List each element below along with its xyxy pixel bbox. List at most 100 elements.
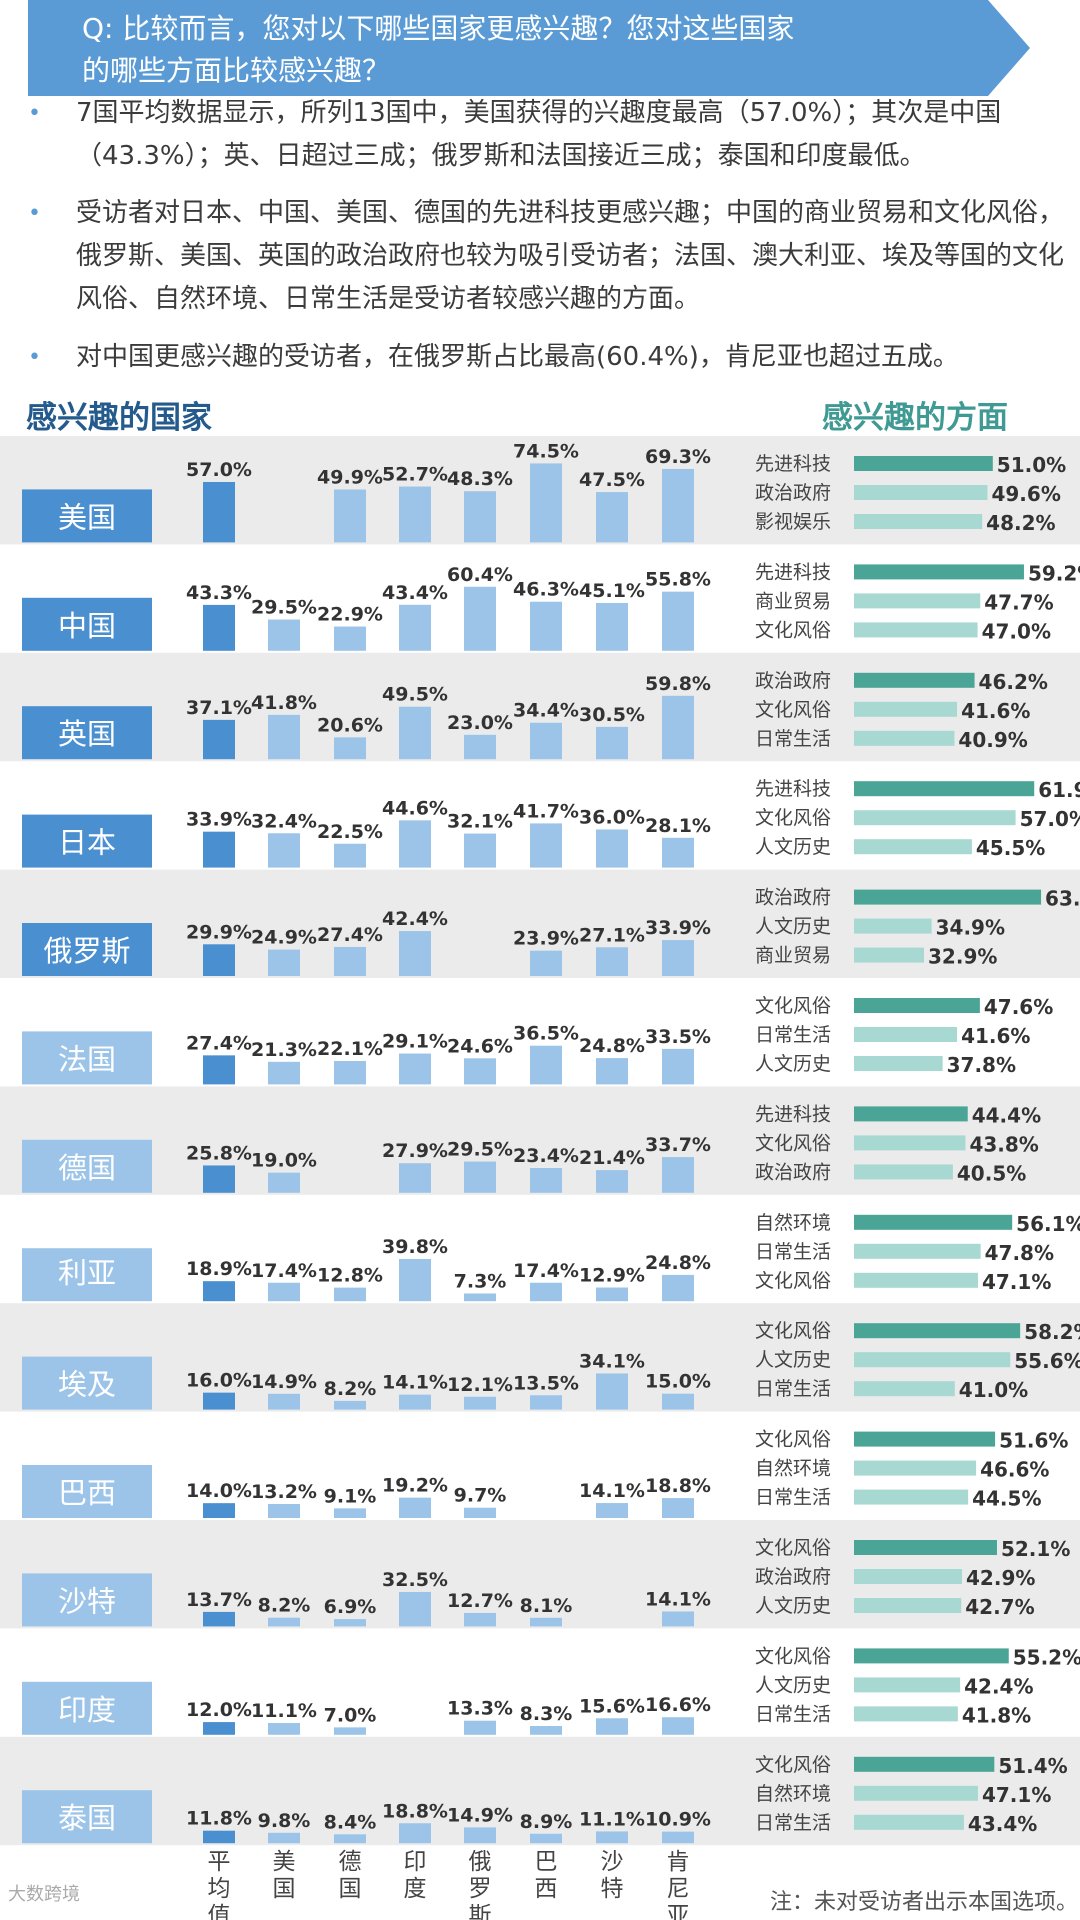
aspect-bar	[854, 839, 972, 855]
bar-value-label: 8.1%	[520, 1595, 573, 1617]
country-label-text: 德国	[58, 1151, 116, 1185]
bar-value-label: 14.9%	[447, 1804, 513, 1826]
x-axis-tick-label: 西	[535, 1876, 558, 1902]
x-axis-tick-label: 度	[404, 1876, 427, 1902]
aspect-value-label: 47.6%	[984, 995, 1053, 1019]
x-axis-tick-label: 肯	[667, 1849, 690, 1875]
bar	[268, 1832, 300, 1844]
aspect-bar	[854, 1677, 961, 1693]
bar	[464, 1827, 496, 1844]
aspect-value-label: 51.0%	[997, 453, 1066, 477]
bar-value-label: 22.9%	[317, 604, 383, 626]
bar-value-label: 11.1%	[579, 1808, 645, 1830]
bar	[530, 1726, 562, 1735]
bar-value-label: 74.5%	[513, 440, 579, 462]
bar-value-label: 32.1%	[447, 811, 513, 833]
aspect-value-label: 55.2%	[1013, 1645, 1080, 1669]
bar	[662, 837, 694, 868]
x-axis-tick-label: 斯	[469, 1903, 492, 1920]
aspect-value-label: 55.6%	[1014, 1349, 1080, 1373]
bullet-item-3: • 对中国更感兴趣的受访者，在俄罗斯占比最高(60.4%)，肯尼亚也超过五成。	[28, 336, 1068, 379]
bar	[203, 831, 235, 868]
aspect-bar	[854, 918, 932, 934]
x-axis-tick-label: 巴	[535, 1849, 558, 1875]
aspect-bar	[854, 593, 981, 609]
bar-value-label: 8.2%	[258, 1595, 311, 1617]
bar-value-label: 32.5%	[382, 1569, 448, 1591]
bar-value-label: 8.4%	[324, 1811, 377, 1833]
bar-value-label: 13.3%	[447, 1698, 513, 1720]
aspect-label: 人文历史	[755, 1674, 831, 1696]
aspect-bar	[854, 622, 978, 638]
bar	[596, 602, 628, 651]
bar-value-label: 18.8%	[382, 1800, 448, 1822]
bar-value-label: 48.3%	[447, 468, 513, 490]
bar-value-label: 41.7%	[513, 800, 579, 822]
bar-value-label: 23.4%	[513, 1145, 579, 1167]
bar	[268, 833, 300, 868]
x-axis-tick-label: 沙	[601, 1849, 624, 1875]
country-label-box	[22, 1356, 152, 1410]
bar	[334, 1834, 366, 1844]
aspect-bar	[854, 456, 993, 471]
bar	[464, 1612, 496, 1627]
aspect-label: 先进科技	[755, 561, 831, 583]
aspect-value-label: 45.5%	[976, 836, 1045, 860]
bar-value-label: 12.9%	[579, 1265, 645, 1287]
aspect-bar	[854, 1460, 977, 1476]
bar	[268, 1504, 300, 1518]
bar	[530, 1282, 562, 1302]
bar	[530, 1395, 562, 1410]
bar-value-label: 34.4%	[513, 700, 579, 722]
country-label-text: 英国	[58, 717, 116, 751]
bar	[334, 843, 366, 868]
country-label-box	[22, 1790, 152, 1844]
aspect-label: 日常生活	[755, 1241, 831, 1263]
bar-value-label: 29.1%	[382, 1031, 448, 1053]
bar-value-label: 8.3%	[520, 1703, 573, 1725]
bar	[268, 1061, 300, 1085]
x-axis-tick-label: 印	[404, 1849, 427, 1875]
bar	[399, 604, 431, 651]
aspect-bar	[854, 485, 988, 500]
bar-value-label: 11.1%	[251, 1700, 317, 1722]
aspect-label: 文化风俗	[755, 995, 831, 1017]
bar-value-label: 46.3%	[513, 579, 579, 601]
bar	[464, 1396, 496, 1410]
aspect-bar	[854, 1540, 997, 1555]
bar	[464, 1507, 496, 1518]
bar-value-label: 27.1%	[579, 924, 645, 946]
aspect-bar	[854, 1785, 978, 1801]
bar-value-label: 12.1%	[447, 1374, 513, 1396]
aspect-label: 日常生活	[755, 1812, 831, 1834]
aspect-bar	[854, 564, 1024, 580]
bar-value-label: 22.5%	[317, 821, 383, 843]
bullet-item-2: • 受访者对日本、中国、美国、德国的先进科技更感兴趣；中国的商业贸易和文化风俗，…	[28, 192, 1068, 321]
bar	[399, 1497, 431, 1518]
aspect-value-label: 57.0%	[1020, 807, 1080, 831]
aspect-bar	[854, 1489, 969, 1505]
aspect-value-label: 40.9%	[958, 728, 1027, 752]
aspect-value-label: 56.1%	[1016, 1212, 1080, 1236]
country-label-box	[22, 489, 152, 543]
x-axis-tick-label: 值	[208, 1903, 231, 1920]
bar	[662, 1393, 694, 1410]
bar-value-label: 19.0%	[251, 1150, 317, 1172]
bar-value-label: 21.3%	[251, 1039, 317, 1061]
bar-value-label: 8.2%	[324, 1378, 377, 1400]
bar-value-label: 41.8%	[251, 692, 317, 714]
bar	[464, 734, 496, 760]
bar-value-label: 57.0%	[186, 459, 252, 481]
aspect-label: 人文历史	[755, 1053, 831, 1075]
bar	[464, 1293, 496, 1302]
bar-value-label: 69.3%	[645, 446, 711, 468]
aspect-label: 自然环境	[755, 1783, 831, 1805]
bar-value-label: 16.6%	[645, 1694, 711, 1716]
aspect-value-label: 40.5%	[957, 1161, 1026, 1185]
bar	[662, 940, 694, 976]
bar-value-label: 12.8%	[317, 1265, 383, 1287]
aspect-bar	[854, 1648, 1009, 1664]
x-axis-tick-label: 美	[273, 1849, 296, 1875]
bar-value-label: 59.8%	[645, 673, 711, 695]
country-label-box	[22, 597, 152, 651]
